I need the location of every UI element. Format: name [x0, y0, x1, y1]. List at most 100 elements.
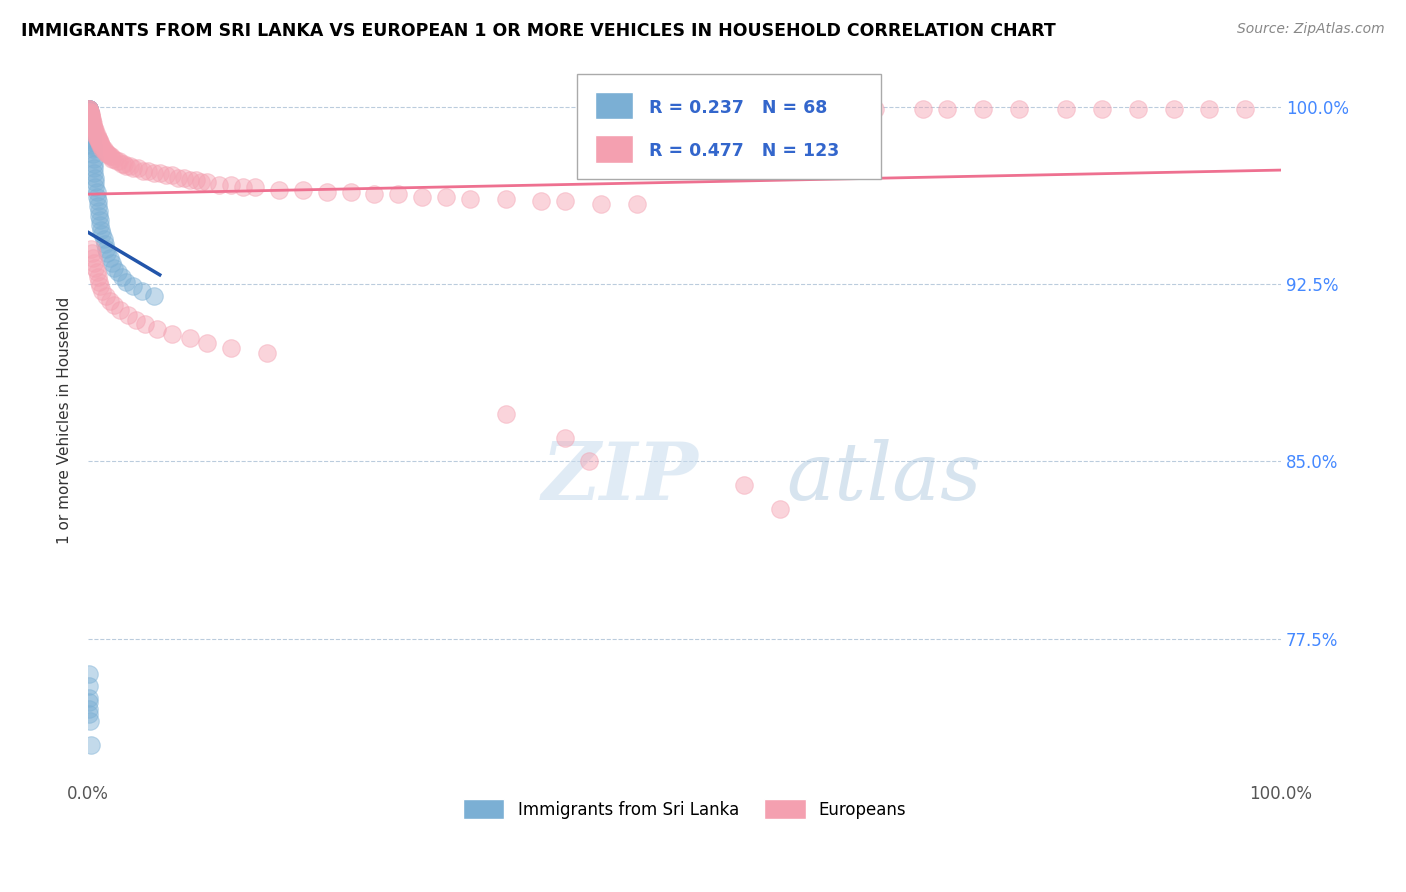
Point — [80, 130, 103, 145]
Point — [80, 109, 103, 123]
Point — [84, 128, 107, 143]
Point — [291, 183, 314, 197]
Text: Source: ZipAtlas.com: Source: ZipAtlas.com — [1237, 22, 1385, 37]
Point — [94, 289, 117, 303]
Point — [122, 161, 145, 176]
Point — [80, 112, 103, 126]
Point — [1091, 102, 1114, 116]
Point — [87, 136, 110, 150]
Point — [142, 289, 165, 303]
Point — [208, 178, 231, 192]
Point — [82, 142, 104, 156]
Point — [77, 102, 100, 116]
Point — [83, 256, 105, 270]
Point — [125, 312, 148, 326]
Point — [155, 169, 177, 183]
Point — [197, 336, 219, 351]
Point — [90, 223, 112, 237]
Text: ZIP: ZIP — [541, 439, 699, 516]
Point — [865, 102, 887, 116]
Point — [79, 107, 101, 121]
Point — [79, 242, 101, 256]
Point — [184, 173, 207, 187]
Point — [117, 308, 139, 322]
Point — [77, 667, 100, 681]
Point — [972, 102, 994, 116]
Point — [115, 275, 138, 289]
Point — [82, 140, 104, 154]
Point — [82, 147, 104, 161]
Point — [936, 102, 959, 116]
Point — [79, 104, 101, 119]
Point — [79, 707, 101, 722]
Point — [179, 331, 201, 345]
Bar — [595, 135, 633, 162]
Point — [315, 185, 337, 199]
Point — [110, 303, 132, 318]
FancyBboxPatch shape — [578, 74, 882, 178]
Point — [146, 322, 169, 336]
Point — [79, 104, 101, 119]
Point — [79, 109, 101, 123]
Point — [80, 136, 103, 150]
Point — [77, 695, 100, 709]
Point — [221, 178, 243, 192]
Point — [89, 213, 111, 227]
Point — [1126, 102, 1149, 116]
Point — [733, 478, 755, 492]
Point — [83, 156, 105, 170]
Point — [84, 170, 107, 185]
Point — [1054, 102, 1077, 116]
Point — [122, 279, 145, 293]
Y-axis label: 1 or more Vehicles in Household: 1 or more Vehicles in Household — [58, 296, 72, 543]
Point — [86, 185, 108, 199]
Point — [77, 102, 100, 116]
Point — [79, 109, 101, 123]
Point — [101, 256, 124, 270]
Point — [411, 189, 433, 203]
Point — [86, 130, 108, 145]
Point — [79, 714, 101, 729]
Point — [79, 112, 101, 126]
Point — [93, 142, 115, 156]
Point — [554, 194, 576, 209]
Point — [173, 170, 195, 185]
Point — [83, 152, 105, 166]
Point — [79, 104, 101, 119]
Point — [89, 218, 111, 232]
Point — [83, 161, 105, 176]
Point — [97, 147, 120, 161]
Point — [86, 199, 108, 213]
Text: atlas: atlas — [786, 439, 981, 516]
Point — [91, 140, 114, 154]
Point — [82, 121, 104, 136]
Point — [87, 133, 110, 147]
Point — [339, 185, 361, 199]
Point — [1198, 102, 1220, 116]
Point — [79, 119, 101, 133]
Point — [673, 102, 696, 116]
Point — [912, 102, 935, 116]
Point — [79, 114, 101, 128]
Point — [79, 116, 101, 130]
Point — [77, 690, 100, 705]
Point — [134, 318, 156, 332]
Point — [77, 102, 100, 116]
Point — [554, 431, 576, 445]
Point — [80, 114, 103, 128]
Point — [77, 102, 100, 116]
Point — [110, 270, 132, 285]
Point — [103, 298, 125, 312]
Point — [79, 107, 101, 121]
Point — [166, 170, 188, 185]
Point — [256, 345, 278, 359]
Point — [828, 102, 851, 116]
Point — [79, 102, 101, 116]
Point — [93, 232, 115, 246]
Point — [87, 275, 110, 289]
Point — [84, 126, 107, 140]
Point — [84, 176, 107, 190]
Point — [98, 149, 121, 163]
Point — [793, 102, 815, 116]
Point — [77, 679, 100, 693]
